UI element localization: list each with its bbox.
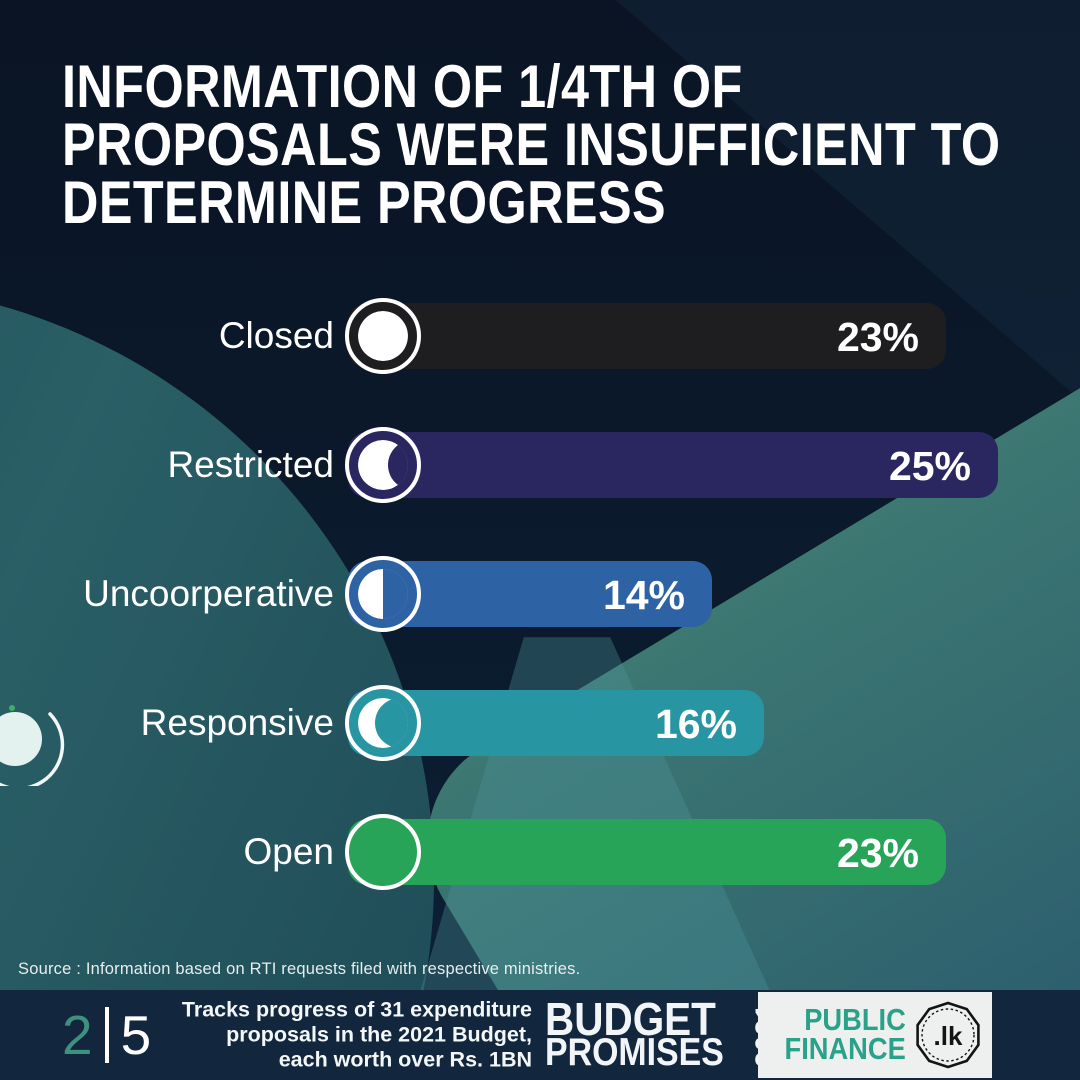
brand-line1: BUDGET xyxy=(545,993,716,1045)
category-label: Closed xyxy=(218,315,334,356)
category-label: Restricted xyxy=(167,444,334,485)
page-title-line2: PROPOSALS WERE INSUFFICIENT TO xyxy=(62,111,1001,178)
moon-phase-new-icon xyxy=(345,814,421,890)
bar-row-closed: Closed 23% xyxy=(0,298,1080,374)
page-indicator: 2 5 xyxy=(62,990,151,1080)
value-label: 16% xyxy=(654,701,737,747)
bar-row-restricted: Restricted 25% xyxy=(0,427,1080,503)
budget-promises-logo: BUDGET PROMISES 2021 xyxy=(545,993,781,1074)
tagline-line3: each worth over Rs. 1BN xyxy=(278,1047,532,1072)
page-title: INFORMATION OF 1/4TH OF PROPOSALS WERE I… xyxy=(62,53,1001,236)
bar-responsive: 16% xyxy=(345,685,764,761)
footer-bar: 2 5 Tracks progress of 31 expenditure pr… xyxy=(0,990,1080,1080)
moon-phase-half-icon xyxy=(345,556,421,632)
moon-phase-full-icon xyxy=(345,298,421,374)
bar-uncoorperative: 14% xyxy=(345,556,712,632)
publicfinance-logo: PUBLIC FINANCE .lk xyxy=(758,992,992,1078)
lk-stamp-icon: .lk xyxy=(916,1001,980,1069)
moon-phase-gibbous-icon xyxy=(345,427,421,503)
value-label: 25% xyxy=(888,443,971,489)
bar-open: 23% xyxy=(345,814,946,890)
page-current: 2 xyxy=(62,1004,93,1066)
bar-row-responsive: Responsive 16% xyxy=(0,685,1080,761)
planet-orbit-icon xyxy=(0,705,65,786)
page-title-line1: INFORMATION OF 1/4TH OF xyxy=(62,53,743,120)
page-title-line3: DETERMINE PROGRESS xyxy=(62,169,667,236)
category-label: Open xyxy=(243,831,334,872)
tagline-line1: Tracks progress of 31 expenditure xyxy=(181,997,532,1022)
bar-restricted: 25% xyxy=(345,427,998,503)
page-divider xyxy=(104,1007,109,1063)
brand-line2: PROMISES xyxy=(545,1031,724,1074)
series-tagline: Tracks progress of 31 expenditure propos… xyxy=(172,997,532,1072)
bar-row-uncoorperative: Uncoorperative 14% xyxy=(0,556,1080,632)
source-note: Source : Information based on RTI reques… xyxy=(18,960,581,978)
moon-phase-crescent-icon xyxy=(345,685,421,761)
tagline-line2: proposals in the 2021 Budget, xyxy=(226,1022,532,1047)
bar-row-open: Open 23% xyxy=(0,814,1080,890)
value-label: 14% xyxy=(602,572,685,618)
logo-line2: FINANCE xyxy=(784,1031,906,1066)
category-label: Responsive xyxy=(140,702,334,743)
value-label: 23% xyxy=(836,314,919,360)
category-label: Uncoorperative xyxy=(83,573,334,614)
bar-closed: 23% xyxy=(345,298,946,374)
page-total: 5 xyxy=(120,1004,152,1066)
logo-suffix-text: .lk xyxy=(934,1021,963,1051)
logo-line1: PUBLIC xyxy=(804,1002,906,1038)
value-label: 23% xyxy=(836,830,919,876)
